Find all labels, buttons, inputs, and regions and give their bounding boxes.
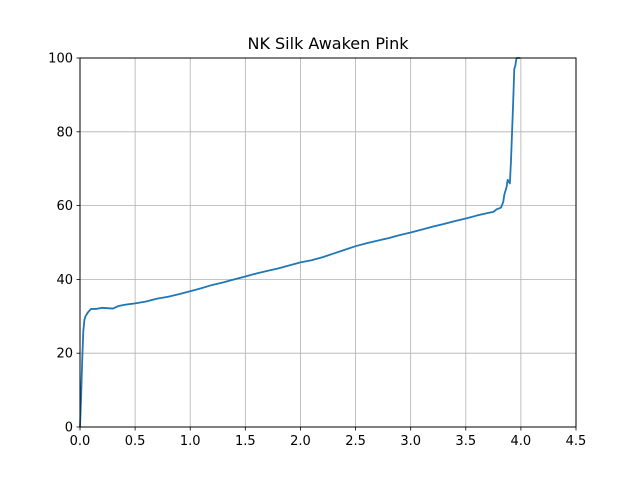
x-axis: 0.0 0.5 1.0 1.5 2.0 2.5 3.0 3.5 4.0 4.5 [70, 427, 587, 449]
chart-title: NK Silk Awaken Pink [247, 34, 409, 53]
plot-frame [79, 57, 577, 428]
x-tick-label: 3.5 [455, 434, 476, 449]
y-tick-label: 20 [56, 347, 73, 362]
y-tick-label: 0 [65, 421, 73, 436]
x-tick-label: 4.5 [566, 434, 587, 449]
x-tick-label: 0.0 [70, 434, 91, 449]
x-tick-label: 1.5 [235, 434, 256, 449]
series-layer [79, 57, 521, 428]
x-tick-label: 2.0 [290, 434, 311, 449]
y-tick-label: 40 [56, 273, 73, 288]
grid [79, 57, 577, 428]
x-tick-label: 0.5 [125, 434, 146, 449]
series-line-0 [79, 57, 521, 428]
x-tick-label: 4.0 [511, 434, 532, 449]
y-axis: 0 20 40 60 80 100 [48, 52, 80, 436]
x-tick-label: 3.0 [400, 434, 421, 449]
y-tick-label: 100 [48, 52, 73, 67]
y-tick-label: 80 [56, 125, 73, 140]
y-tick-label: 60 [56, 199, 73, 214]
x-tick-label: 2.5 [345, 434, 366, 449]
x-tick-label: 1.0 [180, 434, 201, 449]
